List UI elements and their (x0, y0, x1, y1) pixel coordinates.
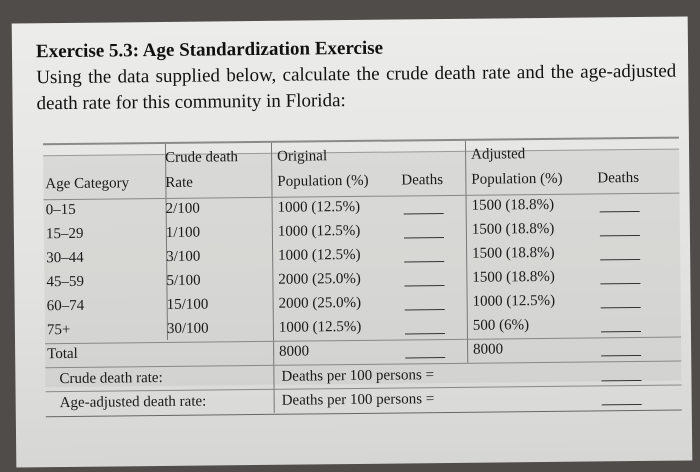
crude-rate: 30/100 (166, 320, 209, 337)
table-row: 75+ 30/100 1000 (12.5%) 500 (6%) (12, 16, 688, 338)
original-population: 2000 (25.0%) (278, 270, 361, 288)
exercise-heading: Exercise 5.3: Age Standardization Exerci… (36, 33, 677, 118)
adjusted-population: 1000 (12.5%) (472, 292, 556, 310)
table-row: 60–74 15/100 2000 (25.0%) 1000 (12.5%) (12, 16, 688, 314)
original-population: 1000 (12.5%) (277, 198, 361, 216)
crude-rate: 3/100 (166, 248, 201, 265)
table-row: 30–44 3/100 1000 (12.5%) 1500 (18.8%) (12, 16, 688, 266)
age-category: 45–59 (46, 273, 84, 291)
age-adjusted-death-rate-label: Age-adjusted death rate: (59, 393, 207, 412)
table-row: 45–59 5/100 2000 (25.0%) 1500 (18.8%) (12, 16, 688, 290)
age-category: 60–74 (46, 297, 85, 315)
table-row: 0–15 2/100 1000 (12.5%) 1500 (18.8%) (12, 16, 688, 218)
crude-death-rate-label: Crude death rate: (59, 369, 163, 388)
adjusted-population: 1500 (18.8%) (472, 268, 555, 286)
exercise-instructions: Using the data supplied below, calculate… (36, 60, 677, 115)
total-original-population: 8000 (279, 343, 310, 360)
crude-rate: 1/100 (165, 224, 201, 241)
total-adjusted-population: 8000 (473, 341, 504, 358)
table-row: 15–29 1/100 1000 (12.5%) 1500 (18.8%) (12, 16, 688, 242)
worksheet-page: Exercise 5.3: Age Standardization Exerci… (11, 16, 693, 468)
adjusted-population: 1500 (18.8%) (471, 196, 555, 214)
header-adjusted-population: Population (%) (471, 170, 563, 188)
header-crude-death: Crude death (165, 149, 239, 166)
answer-blank (601, 403, 642, 406)
crude-rate: 2/100 (165, 200, 200, 217)
header-original: Original (277, 148, 328, 165)
header-original-population: Population (%) (277, 172, 369, 190)
age-category: 15–29 (45, 225, 84, 243)
crude-rate: 5/100 (166, 272, 201, 289)
age-adjusted-death-rate-row: Age-adjusted death rate: Deaths per 100 … (12, 16, 688, 411)
total-label: Total (47, 345, 78, 363)
adjusted-population: 1500 (18.8%) (471, 220, 555, 238)
crude-death-rate-formula: Deaths per 100 persons = (281, 367, 435, 385)
adjusted-population: 500 (6%) (472, 317, 530, 334)
total-row: Total 8000 8000 (12, 16, 688, 362)
age-category: 0–15 (45, 201, 76, 219)
original-population: 2000 (25.0%) (278, 294, 362, 312)
table-top-rule (42, 136, 679, 145)
header-deaths-adjusted: Deaths (597, 169, 640, 187)
adjusted-population: 1500 (18.8%) (472, 244, 555, 262)
header-deaths-original: Deaths (401, 172, 444, 189)
age-category: 30–44 (46, 249, 84, 267)
header-age-category: Age Category (45, 175, 130, 193)
header-adjusted: Adjusted (471, 146, 526, 163)
header-rate: Rate (165, 174, 193, 191)
original-population: 1000 (12.5%) (278, 318, 362, 336)
original-population: 1000 (12.5%) (278, 246, 361, 264)
age-adjusted-death-rate-formula: Deaths per 100 persons = (281, 391, 435, 409)
crude-death-rate-row: Crude death rate: Deaths per 100 persons… (12, 16, 688, 387)
age-category: 75+ (46, 321, 71, 339)
crude-rate: 15/100 (166, 296, 209, 313)
answer-blank (601, 379, 642, 382)
original-population: 1000 (12.5%) (277, 222, 361, 240)
